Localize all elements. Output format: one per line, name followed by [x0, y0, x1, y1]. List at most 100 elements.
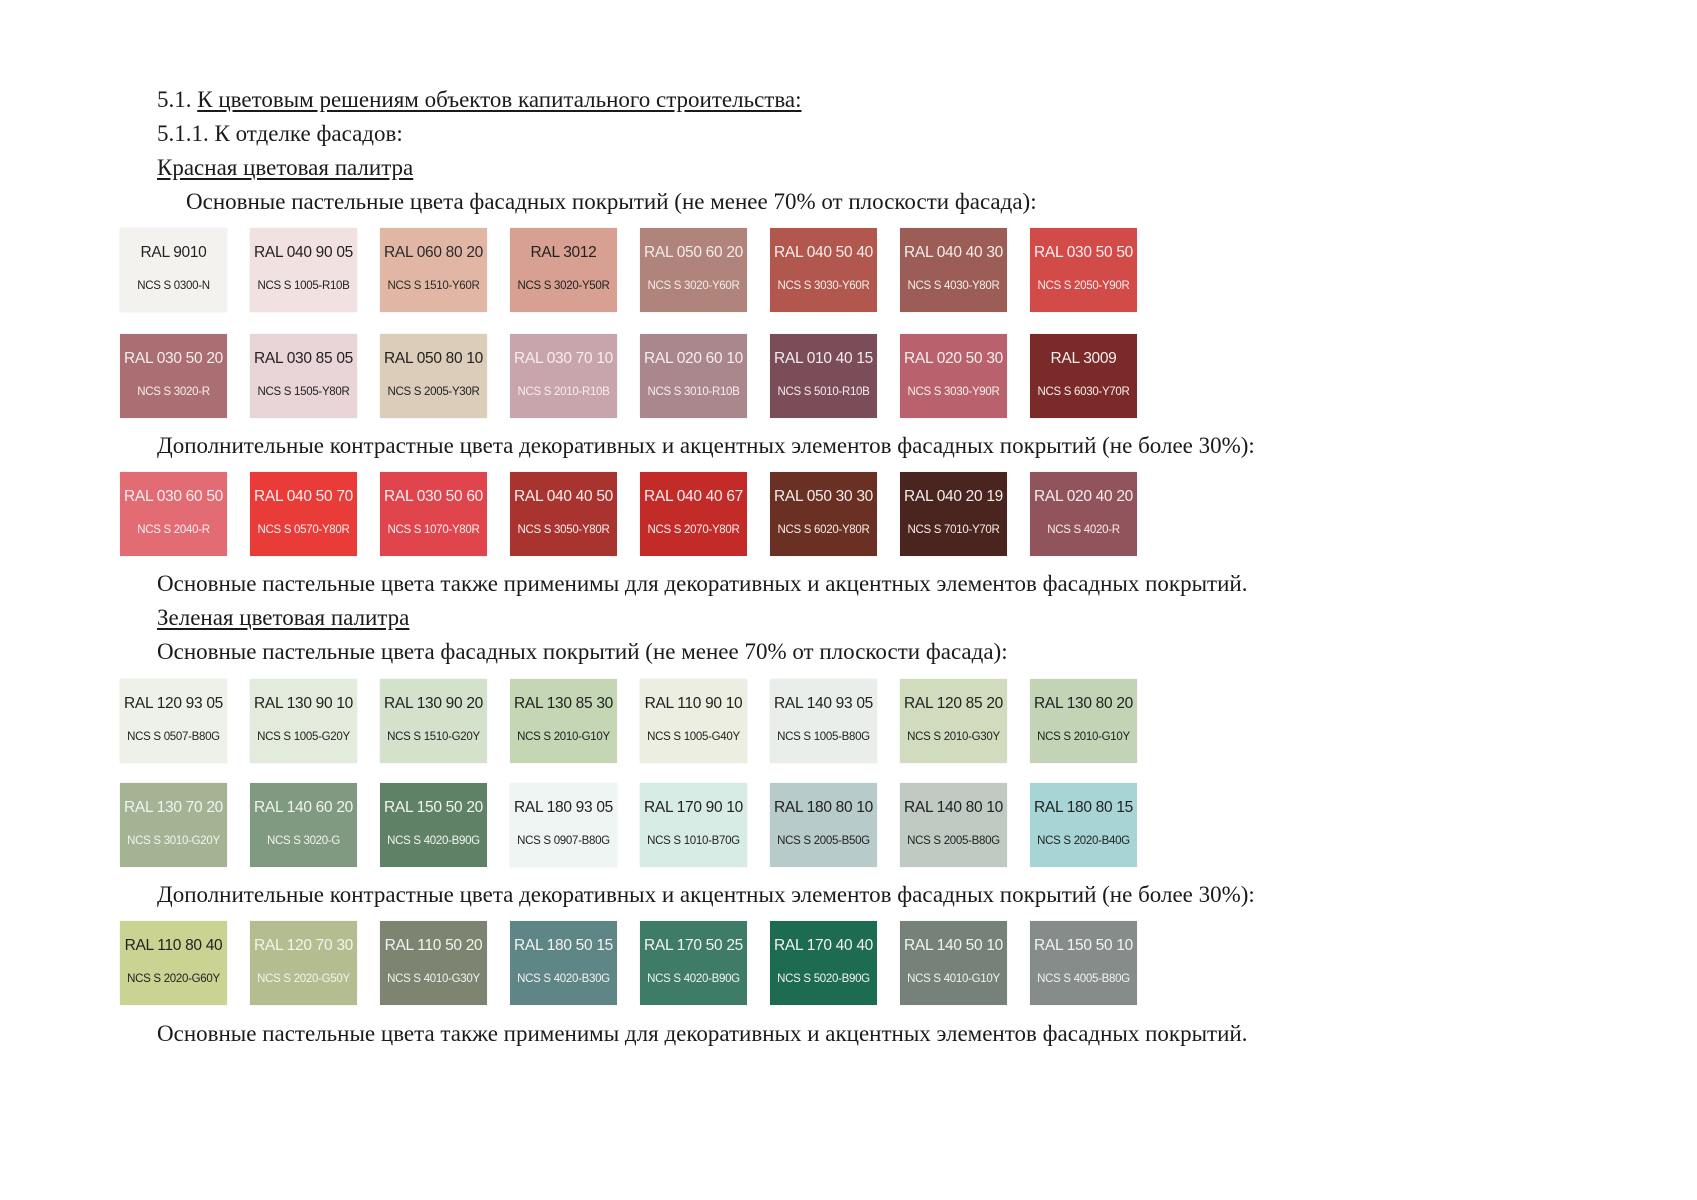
ral-code: RAL 030 85 05 — [254, 350, 353, 367]
ncs-code: NCS S 4020-B90G — [647, 973, 740, 985]
ncs-code: NCS S 2020-G60Y — [127, 973, 220, 985]
ncs-code: NCS S 4020-R — [1047, 524, 1120, 536]
color-swatch: RAL 040 40 30 NCS S 4030-Y80R — [900, 228, 1007, 312]
ncs-code: NCS S 5010-R10B — [777, 386, 870, 398]
red-main-text: Основные пастельные цвета фасадных покры… — [186, 189, 1037, 214]
ral-code: RAL 040 50 40 — [774, 244, 873, 261]
ncs-code: NCS S 1005-G20Y — [257, 731, 350, 743]
ncs-code: NCS S 3050-Y80R — [517, 524, 610, 536]
color-swatch: RAL 040 20 19 NCS S 7010-Y70R — [900, 472, 1007, 556]
ncs-code: NCS S 1505-Y80R — [257, 386, 350, 398]
ral-code: RAL 030 50 20 — [124, 350, 223, 367]
red-palette-title: Красная цветовая палитра — [157, 155, 414, 180]
color-swatch: RAL 030 50 60 NCS S 1070-Y80R — [380, 472, 487, 556]
color-swatch: RAL 150 50 20 NCS S 4020-B90G — [380, 783, 487, 867]
ncs-code: NCS S 2005-Y30R — [387, 386, 480, 398]
ral-code: RAL 040 50 70 — [254, 488, 353, 505]
color-swatch: RAL 030 70 10 NCS S 2010-R10B — [510, 334, 617, 418]
ral-code: RAL 110 80 40 — [124, 937, 223, 954]
color-swatch: RAL 050 80 10 NCS S 2005-Y30R — [380, 334, 487, 418]
color-swatch: RAL 040 40 67 NCS S 2070-Y80R — [640, 472, 747, 556]
ncs-code: NCS S 1510-Y60R — [387, 280, 480, 292]
section-title: К цветовым решениям объектов капитальног… — [197, 87, 802, 112]
ncs-code: NCS S 3010-R10B — [647, 386, 740, 398]
ncs-code: NCS S 4010-G30Y — [387, 973, 480, 985]
ncs-code: NCS S 4030-Y80R — [907, 280, 1000, 292]
red-extra-text: Дополнительные контрастные цвета декорат… — [157, 433, 1255, 458]
ral-code: RAL 9010 — [140, 244, 207, 261]
ral-code: RAL 3012 — [530, 244, 597, 261]
color-swatch: RAL 130 85 30 NCS S 2010-G10Y — [510, 679, 617, 763]
ncs-code: NCS S 1070-Y80R — [387, 524, 480, 536]
section-number: 5.1. — [157, 87, 192, 112]
ral-code: RAL 140 80 10 — [904, 799, 1003, 816]
color-swatch: RAL 170 40 40 NCS S 5020-B90G — [770, 921, 877, 1005]
ncs-code: NCS S 3020-Y50R — [517, 280, 610, 292]
color-swatch: RAL 3009 NCS S 6030-Y70R — [1030, 334, 1137, 418]
color-swatch: RAL 150 50 10 NCS S 4005-B80G — [1030, 921, 1137, 1005]
ncs-code: NCS S 2050-Y90R — [1037, 280, 1130, 292]
ncs-code: NCS S 0507-B80G — [127, 731, 220, 743]
ncs-code: NCS S 2020-G50Y — [257, 973, 350, 985]
color-swatch: RAL 140 93 05 NCS S 1005-B80G — [770, 679, 877, 763]
ncs-code: NCS S 5020-B90G — [777, 973, 870, 985]
ncs-code: NCS S 3010-G20Y — [127, 835, 220, 847]
color-swatch: RAL 110 50 20 NCS S 4010-G30Y — [380, 921, 487, 1005]
color-swatch: RAL 180 93 05 NCS S 0907-B80G — [510, 783, 617, 867]
section-heading: 5.1. К цветовым решениям объектов капита… — [157, 86, 802, 114]
color-swatch: RAL 180 50 15 NCS S 4020-B30G — [510, 921, 617, 1005]
color-swatch: RAL 3012 NCS S 3020-Y50R — [510, 228, 617, 312]
ncs-code: NCS S 2010-G30Y — [907, 731, 1000, 743]
color-swatch: RAL 050 60 20 NCS S 3020-Y60R — [640, 228, 747, 312]
green-palette-title: Зеленая цветовая палитра — [157, 605, 410, 630]
ral-code: RAL 120 85 20 — [904, 695, 1003, 712]
ral-code: RAL 030 70 10 — [514, 350, 613, 367]
ncs-code: NCS S 3020-R — [137, 386, 210, 398]
color-swatch: RAL 030 60 50 NCS S 2040-R — [120, 472, 227, 556]
ncs-code: NCS S 2010-G10Y — [1037, 731, 1130, 743]
color-swatch: RAL 040 50 70 NCS S 0570-Y80R — [250, 472, 357, 556]
color-swatch: RAL 140 60 20 NCS S 3020-G — [250, 783, 357, 867]
color-swatch: RAL 130 80 20 NCS S 2010-G10Y — [1030, 679, 1137, 763]
color-swatch: RAL 040 90 05 NCS S 1005-R10B — [250, 228, 357, 312]
color-swatch: RAL 040 50 40 NCS S 3030-Y60R — [770, 228, 877, 312]
color-swatch: RAL 030 85 05 NCS S 1505-Y80R — [250, 334, 357, 418]
ral-code: RAL 140 50 10 — [904, 937, 1003, 954]
ral-code: RAL 150 50 10 — [1034, 937, 1133, 954]
ral-code: RAL 130 85 30 — [514, 695, 613, 712]
ncs-code: NCS S 2070-Y80R — [647, 524, 740, 536]
ral-code: RAL 140 60 20 — [254, 799, 353, 816]
color-swatch: RAL 060 80 20 NCS S 1510-Y60R — [380, 228, 487, 312]
ncs-code: NCS S 2005-B80G — [907, 835, 1000, 847]
ncs-code: NCS S 3030-Y60R — [777, 280, 870, 292]
ncs-code: NCS S 1005-B80G — [777, 731, 870, 743]
ral-code: RAL 020 60 10 — [644, 350, 743, 367]
ral-code: RAL 020 50 30 — [904, 350, 1003, 367]
ral-code: RAL 010 40 15 — [774, 350, 873, 367]
color-swatch: RAL 040 40 50 NCS S 3050-Y80R — [510, 472, 617, 556]
ral-code: RAL 040 40 50 — [514, 488, 613, 505]
ral-code: RAL 040 40 30 — [904, 244, 1003, 261]
ral-code: RAL 180 93 05 — [514, 799, 613, 816]
color-swatch: RAL 010 40 15 NCS S 5010-R10B — [770, 334, 877, 418]
ral-code: RAL 120 93 05 — [124, 695, 223, 712]
color-swatch: RAL 050 30 30 NCS S 6020-Y80R — [770, 472, 877, 556]
ral-code: RAL 180 80 10 — [774, 799, 873, 816]
ral-code: RAL 150 50 20 — [384, 799, 483, 816]
ncs-code: NCS S 2010-R10B — [517, 386, 610, 398]
ncs-code: NCS S 6030-Y70R — [1037, 386, 1130, 398]
ral-code: RAL 130 90 10 — [254, 695, 353, 712]
color-swatch: RAL 110 90 10 NCS S 1005-G40Y — [640, 679, 747, 763]
ral-code: RAL 060 80 20 — [384, 244, 483, 261]
ral-code: RAL 170 50 25 — [644, 937, 743, 954]
color-swatch: RAL 020 60 10 NCS S 3010-R10B — [640, 334, 747, 418]
subsection-heading: 5.1.1. К отделке фасадов: — [157, 121, 403, 146]
ncs-code: NCS S 2040-R — [137, 524, 210, 536]
red-note: Основные пастельные цвета также применим… — [157, 571, 1248, 596]
green-extra-text: Дополнительные контрастные цвета декорат… — [157, 882, 1255, 907]
color-swatch: RAL 130 90 10 NCS S 1005-G20Y — [250, 679, 357, 763]
green-note: Основные пастельные цвета также применим… — [157, 1021, 1248, 1046]
ral-code: RAL 020 40 20 — [1034, 488, 1133, 505]
color-swatch: RAL 030 50 50 NCS S 2050-Y90R — [1030, 228, 1137, 312]
ncs-code: NCS S 4020-B90G — [387, 835, 480, 847]
